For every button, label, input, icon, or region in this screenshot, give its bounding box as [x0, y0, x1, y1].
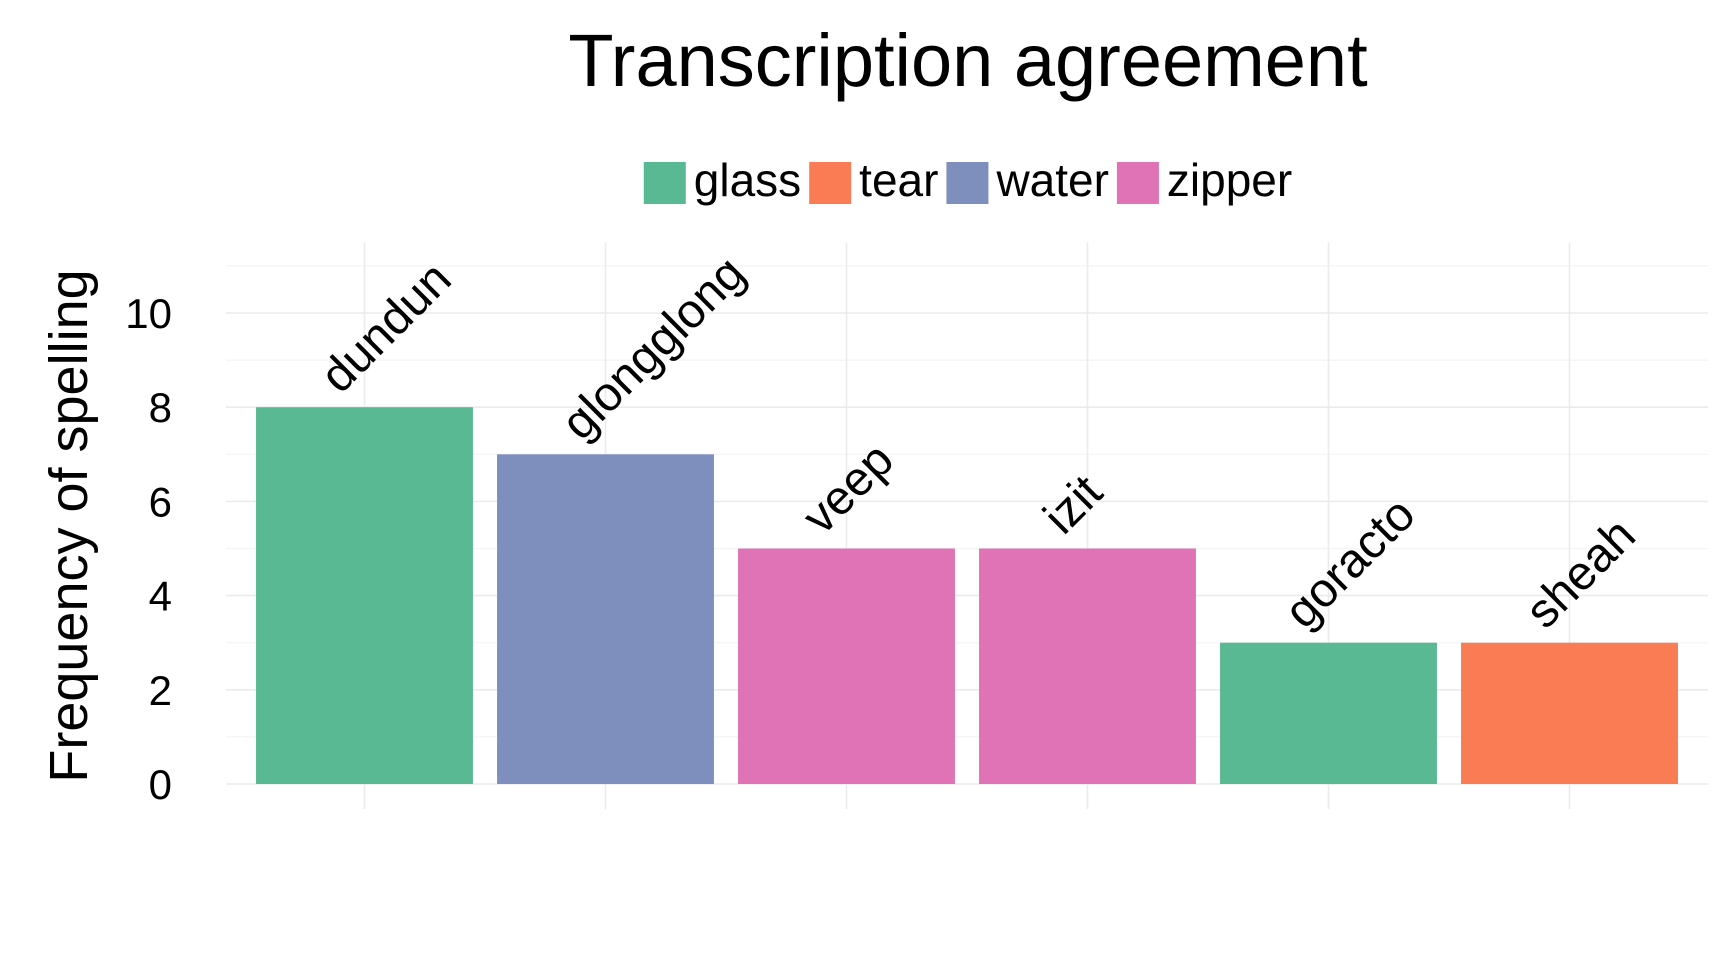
bar-veep — [738, 548, 955, 784]
bar-izit — [979, 548, 1196, 784]
bar-label-goracto: goracto — [1275, 488, 1426, 639]
y-tick-label: 8 — [149, 384, 172, 431]
y-tick-label: 10 — [125, 290, 172, 337]
y-tick-label: 6 — [149, 478, 172, 525]
bar-glongglong — [497, 454, 714, 784]
legend-label-water: water — [995, 154, 1108, 206]
y-tick-label: 4 — [149, 573, 172, 620]
y-tick-label: 2 — [149, 667, 172, 714]
legend-label-zipper: zipper — [1167, 154, 1292, 206]
bar-label-izit: izit — [1034, 465, 1113, 544]
bar-label-sheah: sheah — [1516, 509, 1646, 639]
legend-label-glass: glass — [694, 154, 801, 206]
legend-swatch-zipper — [1116, 162, 1159, 204]
bar-label-veep: veep — [793, 433, 904, 544]
bar-label-glongglong: glongglong — [552, 247, 756, 451]
chart-title: Transcription agreement — [568, 19, 1368, 102]
bar-goracto — [1220, 642, 1437, 784]
legend-swatch-glass — [643, 162, 686, 204]
legend-label-tear: tear — [859, 154, 938, 206]
bar-label-dundun: dundun — [311, 252, 462, 403]
y-axis-label: Frequency of spelling — [39, 269, 99, 782]
bars — [256, 407, 1678, 784]
legend: glass tear water zipper — [643, 154, 1292, 206]
legend-swatch-tear — [809, 162, 852, 204]
bar-sheah — [1461, 642, 1678, 784]
legend-swatch-water — [946, 162, 989, 204]
y-axis-ticks: 0 2 4 6 8 10 — [125, 290, 172, 808]
y-tick-label: 0 — [149, 761, 172, 808]
bar-dundun — [256, 407, 473, 784]
